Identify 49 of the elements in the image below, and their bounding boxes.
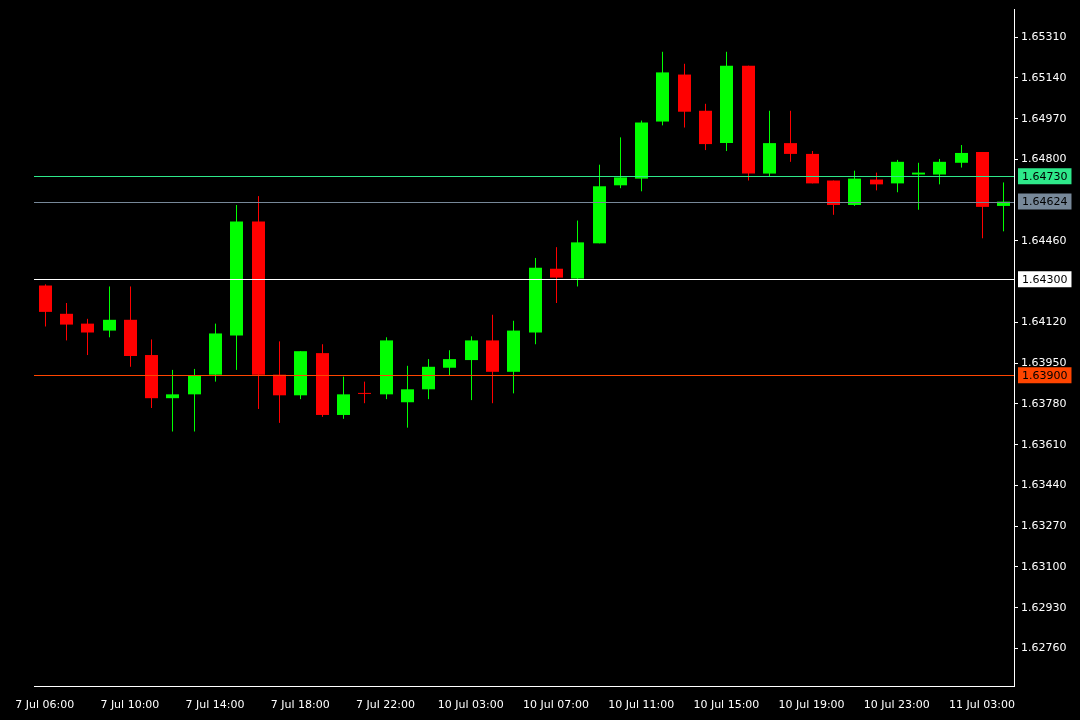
y-tick-label: 1.63440 [1021,478,1067,492]
x-tick-label: 10 Jul 07:00 [522,698,589,712]
y-tick-label: 1.65140 [1021,70,1067,84]
y-tick-label: 1.62930 [1021,600,1067,614]
ref-line-label: 1.64624 [1022,195,1068,209]
candlestick [955,144,968,169]
x-tick-label: 7 Jul 06:00 [15,698,75,712]
candlestick [188,368,201,432]
y-tick-label: 1.64460 [1021,233,1067,247]
candlestick [60,302,73,341]
candlestick [550,246,563,304]
candlestick [103,285,116,338]
x-tick-label: 10 Jul 03:00 [437,698,504,712]
candlestick [337,376,350,420]
candlestick [401,365,414,429]
y-tick-label: 1.63610 [1021,437,1067,451]
candlestick [912,162,925,211]
candlestick [465,335,478,401]
x-tick-label: 10 Jul 19:00 [778,698,845,712]
y-tick-label: 1.64120 [1021,315,1067,329]
y-tick-label: 1.63950 [1021,356,1067,370]
y-tick-label: 1.65310 [1021,30,1067,44]
candlestick [891,159,904,193]
x-tick-label: 7 Jul 10:00 [100,698,160,712]
candlestick [422,358,435,400]
y-tick-label: 1.63270 [1021,519,1067,533]
candlestick [933,158,946,185]
y-tick-label: 1.63100 [1021,559,1067,573]
x-tick-label: 11 Jul 03:00 [949,698,1016,712]
x-tick-label: 10 Jul 15:00 [693,698,760,712]
candlestick [784,110,797,163]
ref-line-label: 1.64730 [1022,170,1068,184]
y-tick-label: 1.64800 [1021,152,1067,166]
candlestick [166,369,179,432]
candlestick [273,340,286,424]
ref-line-label: 1.63900 [1022,369,1068,383]
y-tick-label: 1.64970 [1021,111,1067,125]
x-tick-label: 10 Jul 23:00 [863,698,930,712]
candlestick [358,381,371,404]
y-tick-label: 1.62760 [1021,641,1067,655]
x-tick-label: 7 Jul 14:00 [185,698,245,712]
x-tick-label: 7 Jul 18:00 [270,698,330,712]
candlestick [81,318,94,356]
x-tick-label: 10 Jul 11:00 [608,698,675,712]
y-tick-label: 1.63780 [1021,396,1067,410]
candlestick [614,136,627,189]
ref-line-label: 1.64300 [1022,273,1068,287]
candlestick [443,349,456,377]
x-tick-label: 7 Jul 22:00 [356,698,416,712]
